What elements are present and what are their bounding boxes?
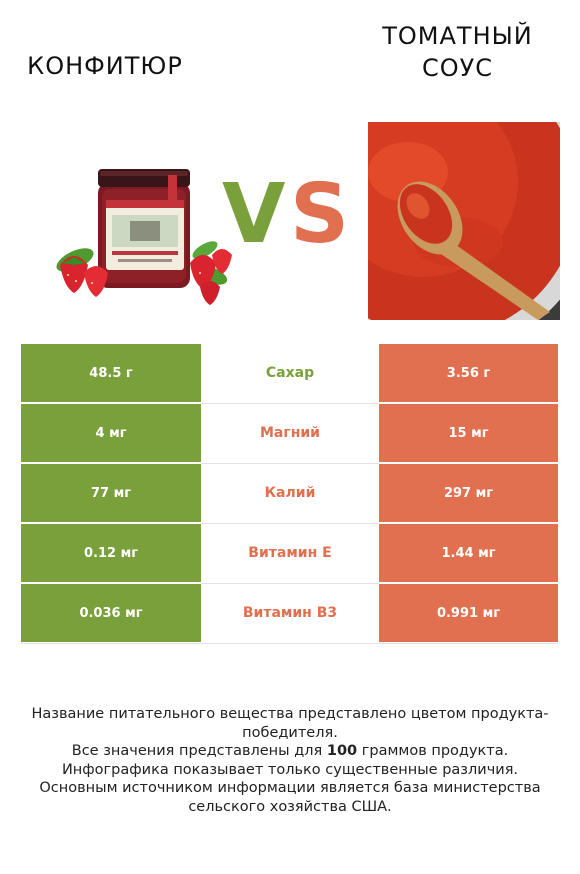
row-divider <box>201 523 379 524</box>
footer-line-per-100g: Все значения представлены для 100 граммо… <box>20 742 560 761</box>
nutrient-name: Витамин E <box>201 524 379 582</box>
value-right: 0.991 мг <box>379 584 558 642</box>
footer-line-source: Основным источником информации является … <box>39 780 541 815</box>
footer-line-winner-color: Название питательного вещества представл… <box>31 706 549 741</box>
value-left: 0.036 мг <box>21 584 201 642</box>
value-right: 3.56 г <box>379 344 558 402</box>
table-row: 77 мг Калий 297 мг <box>21 464 558 522</box>
nutrient-name: Калий <box>201 464 379 522</box>
vs-letter-v: V <box>222 167 286 262</box>
nutrient-name: Витамин B3 <box>201 584 379 642</box>
value-right: 15 мг <box>379 404 558 462</box>
vs-letter-s: S <box>290 167 350 262</box>
row-divider <box>21 643 558 644</box>
footer-line-per-100g-amount: 100 <box>326 743 358 759</box>
product-title-left: Конфитюр <box>27 52 183 80</box>
table-row: 4 мг Магний 15 мг <box>21 404 558 462</box>
row-divider <box>201 463 379 464</box>
product-title-right: Томатный соус <box>382 22 533 82</box>
row-divider <box>201 403 379 404</box>
value-left: 4 мг <box>21 404 201 462</box>
value-left: 77 мг <box>21 464 201 522</box>
row-divider <box>201 583 379 584</box>
nutrient-name: Магний <box>201 404 379 462</box>
value-right: 297 мг <box>379 464 558 522</box>
value-left: 0.12 мг <box>21 524 201 582</box>
table-row: 0.12 мг Витамин E 1.44 мг <box>21 524 558 582</box>
nutrient-name: Сахар <box>201 344 379 402</box>
value-right: 1.44 мг <box>379 524 558 582</box>
footer-notes: Название питательного вещества представл… <box>20 705 560 816</box>
footer-line-per-100g-start: Все значения представлены для <box>71 743 327 759</box>
jam-jar-image <box>40 155 240 315</box>
tomato-sauce-image <box>368 122 560 320</box>
value-left: 48.5 г <box>21 344 201 402</box>
table-row: 0.036 мг Витамин B3 0.991 мг <box>21 584 558 642</box>
table-row: 48.5 г Сахар 3.56 г <box>21 344 558 402</box>
footer-line-significant: Инфографика показывает только существенн… <box>61 761 519 778</box>
footer-line-per-100g-end: граммов продукта. <box>357 743 509 759</box>
